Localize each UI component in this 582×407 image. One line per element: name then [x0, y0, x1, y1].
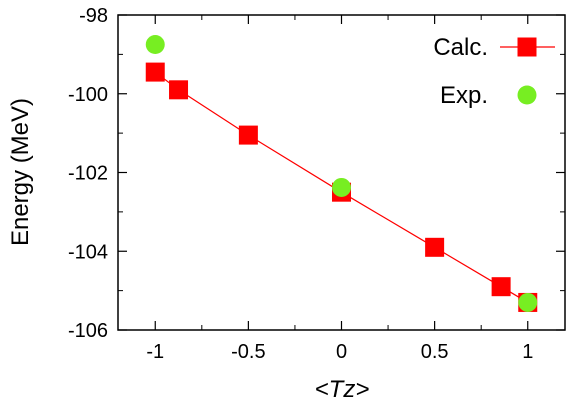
y-tick-label: -104 [68, 241, 108, 263]
calc-point [425, 237, 445, 257]
x-tick-label: 0 [336, 341, 347, 363]
tick-labels: -1 -0.5 0 0.5 1 -98 -100 -102 -104 -106 [68, 5, 533, 363]
legend-circle-marker [517, 85, 537, 105]
series-exp [145, 35, 538, 312]
y-axis-label: Energy (MeV) [7, 98, 34, 246]
legend-label: Exp. [440, 82, 488, 109]
y-tick-label: -98 [79, 5, 108, 27]
legend-square-marker [517, 37, 537, 57]
x-axis-label: <Tz> [315, 376, 370, 403]
y-tick-label: -106 [68, 320, 108, 342]
x-tick-label: 0.5 [421, 341, 449, 363]
calc-point [169, 80, 189, 100]
axis-ticks [118, 14, 565, 331]
y-tick-label: -102 [68, 163, 108, 185]
calc-point [491, 277, 511, 297]
x-tick-label: 1 [522, 341, 533, 363]
exp-point [518, 292, 538, 312]
y-tick-label: -100 [68, 84, 108, 106]
x-tick-label: -1 [146, 341, 164, 363]
calc-point [238, 125, 258, 145]
legend-label: Calc. [433, 34, 488, 61]
series-layer [145, 35, 538, 312]
exp-point [332, 177, 351, 197]
exp-point [145, 35, 165, 55]
calc-point [145, 62, 165, 82]
legend: Calc. Exp. [433, 34, 555, 109]
x-tick-label: -0.5 [231, 341, 265, 363]
